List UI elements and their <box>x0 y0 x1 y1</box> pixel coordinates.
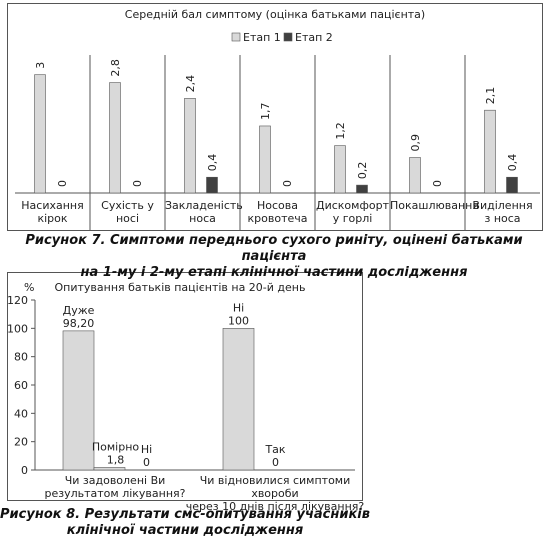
bar <box>222 328 255 471</box>
legend-swatch <box>283 32 293 42</box>
value-label: 0,4 <box>206 154 219 172</box>
value-label: 0 <box>56 180 69 187</box>
bar-name: Ні <box>141 443 152 456</box>
y-tick-label: 20 <box>14 436 28 449</box>
bar <box>184 98 196 194</box>
value-label: 0 <box>431 180 444 187</box>
value-label: 1,2 <box>334 122 347 140</box>
x-tick-label: Сухість у носі <box>101 199 154 225</box>
y-tick-label: 60 <box>14 379 28 392</box>
bar <box>356 184 368 194</box>
y-tick-label: 0 <box>21 464 28 477</box>
bar-name: Ні <box>233 301 244 314</box>
caption: Рисунок 7. Симптоми переднього сухого ри… <box>25 233 523 280</box>
x-tick-label: Насихання кірок <box>21 199 84 225</box>
value-label: 1,8 <box>107 453 125 466</box>
legend-label: Етап 1 <box>243 31 281 44</box>
bar <box>93 467 126 471</box>
value-label: 0 <box>143 456 150 469</box>
value-label: 0,2 <box>356 162 369 180</box>
bar-name: Помірно <box>92 440 140 453</box>
bar <box>409 157 421 194</box>
figure-2-frame <box>7 272 363 501</box>
x-tick-label: Виділення з носа <box>472 199 533 225</box>
value-label: 100 <box>228 314 249 327</box>
value-label: 0 <box>131 180 144 187</box>
value-label: 1,7 <box>259 102 272 120</box>
x-tick-label: Чи задоволені Ви результатом лікування? <box>44 474 186 500</box>
y-tick-label: 80 <box>14 351 28 364</box>
caption: Рисунок 8. Результати смс-опитування уча… <box>0 507 370 538</box>
bar <box>34 74 46 194</box>
x-tick-label: Дискомфорт у горлі <box>316 199 389 225</box>
value-label: 0,9 <box>409 134 422 152</box>
chart-title: Опитування батьків пацієнтів на 20-й ден… <box>55 281 306 294</box>
value-label: 0,4 <box>506 154 519 172</box>
x-tick-label: Покашлювання <box>390 199 479 212</box>
value-label: 2,8 <box>109 59 122 77</box>
legend-label: Етап 2 <box>295 31 333 44</box>
bar-name: Так <box>264 443 285 456</box>
value-label: 98,20 <box>63 317 95 330</box>
value-label: 3 <box>34 62 47 69</box>
bar <box>109 82 121 194</box>
y-tick-label: 120 <box>7 294 28 307</box>
chart-title: Середній бал симптому (оцінка батьками п… <box>125 8 425 21</box>
x-tick-label: Носова кровотеча <box>247 199 308 225</box>
legend-swatch <box>231 32 241 42</box>
figure-1-frame <box>7 3 543 231</box>
bar <box>334 145 346 194</box>
x-tick-label: Закладеність носа <box>165 199 243 225</box>
x-tick-label: Чи відновилися симптоми хвороби через 10… <box>185 474 365 513</box>
value-label: 0 <box>281 180 294 187</box>
bar <box>259 125 271 194</box>
value-label: 0 <box>272 456 279 469</box>
bar-name: Дуже <box>63 304 95 317</box>
y-tick-label: 100 <box>7 322 28 335</box>
y-tick-label: 40 <box>14 407 28 420</box>
bar <box>484 109 496 194</box>
bar <box>506 176 518 194</box>
value-label: 2,4 <box>184 75 197 93</box>
bar <box>62 330 95 471</box>
bar <box>206 176 218 194</box>
y-axis-label: % <box>24 281 34 294</box>
value-label: 2,1 <box>484 87 497 105</box>
